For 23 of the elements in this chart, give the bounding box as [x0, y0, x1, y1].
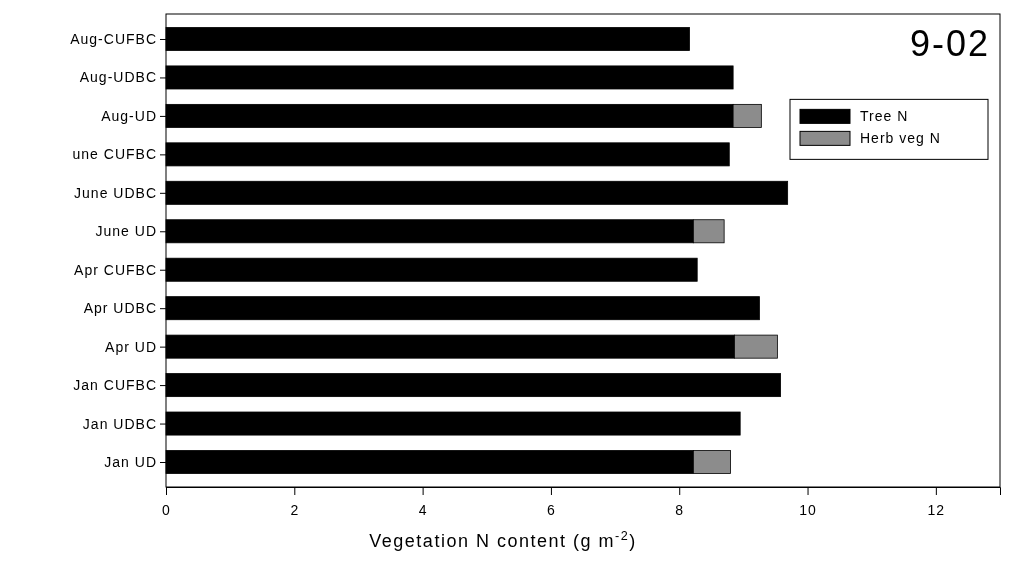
y-tick-label: Apr UD — [105, 338, 157, 355]
y-tick-label: June UDBC — [74, 184, 157, 201]
y-tick-label: Apr CUFBC — [74, 261, 157, 278]
y-tick-label: Aug-UDBC — [79, 69, 157, 86]
x-tick-label: 4 — [418, 501, 428, 518]
y-tick-label: Jan UD — [104, 453, 157, 470]
y-tick-label: Aug-UD — [101, 107, 157, 124]
x-axis-title: Vegetation N content (g m$^{-2}$) — [369, 529, 637, 551]
y-tick-label: June UD — [95, 223, 157, 240]
y-tick-label: Aug-CUFBC — [70, 30, 157, 47]
chart-title: 9-02 — [909, 23, 990, 64]
y-tick-label: Jan UDBC — [82, 415, 157, 432]
y-tick-label: Apr UDBC — [83, 300, 157, 317]
legend-label: Herb veg N — [860, 130, 941, 147]
x-tick-label: 0 — [162, 501, 171, 518]
y-tick-label: une CUFBC — [72, 146, 157, 163]
y-tick-label: Jan CUFBC — [73, 377, 157, 394]
legend-label: Tree N — [860, 108, 909, 125]
x-tick-label: 2 — [290, 501, 300, 518]
x-tick-label: 8 — [675, 501, 685, 518]
x-tick-label: 12 — [927, 501, 946, 518]
x-tick-label: 10 — [799, 501, 817, 518]
x-tick-label: 6 — [547, 501, 556, 518]
